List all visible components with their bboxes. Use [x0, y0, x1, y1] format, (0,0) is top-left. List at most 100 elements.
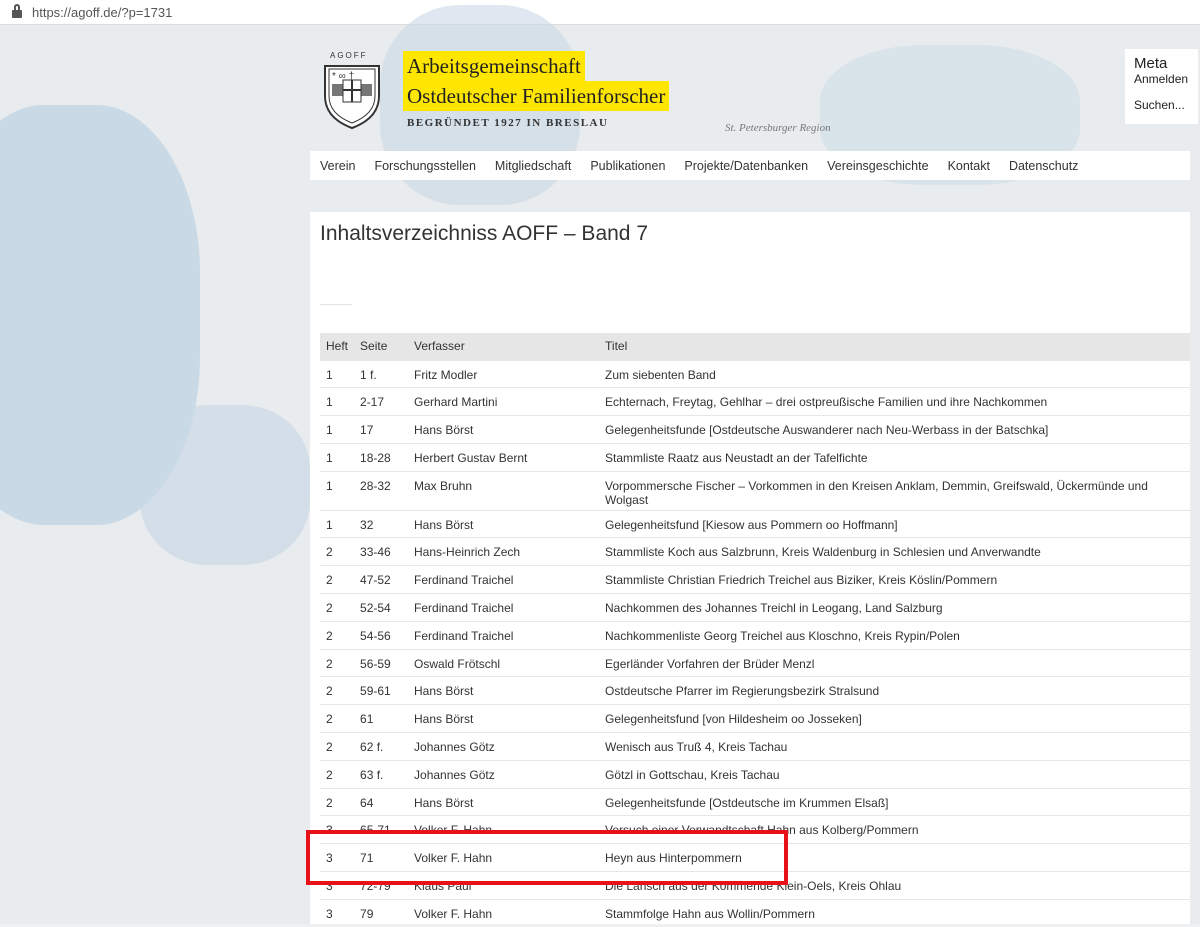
main-nav: Verein Forschungsstellen Mitgliedschaft …: [310, 151, 1190, 180]
cell-seite: 64: [354, 787, 409, 816]
cell-seite: 1 f.: [354, 359, 409, 388]
cell-verfasser: Hans Börst: [408, 676, 600, 705]
table-row: 2 63 f. Johannes Götz Götzl in Gottschau, K…: [320, 759, 1190, 789]
page-title: Inhaltsverzeichniss AOFF – Band 7: [320, 222, 648, 245]
table-row: 2 64 Hans Börst Gelegenheitsfunde [Ostdeuts…: [320, 787, 1190, 816]
address-bar[interactable]: https://agoff.de/?p=1731: [0, 0, 1200, 25]
highlight-box: [306, 830, 788, 885]
table-row: 2 33-46 Hans-Heinrich Zech Stammliste Koch …: [320, 537, 1190, 566]
nav-mitgliedschaft[interactable]: Mitgliedschaft: [494, 158, 572, 173]
col-verfasser: Verfasser: [408, 333, 600, 360]
table-row: 3 72-79 Klaus Paul Die Lansch aus der Komme…: [320, 871, 1190, 900]
region-label: St. Petersburger Region: [725, 122, 831, 134]
cell-titel: Vorpommersche Fischer – Vorkommen in den…: [599, 470, 1190, 511]
divider: [320, 304, 352, 305]
cell-seite: 71: [354, 843, 409, 872]
nav-datenschutz[interactable]: Datenschutz: [1008, 158, 1079, 173]
cell-titel: Wenisch aus Truß 4, Kreis Tachau: [599, 732, 1190, 761]
nav-vereinsgeschichte[interactable]: Vereinsgeschichte: [827, 158, 929, 173]
table-row: 3 79 Volker F. Hahn Stammfolge Hahn aus Wol…: [320, 898, 1190, 927]
table-row: 1 28-32 Max Bruhn Vorpommersche Fischer – V…: [320, 470, 1190, 511]
nav-kontakt[interactable]: Kontakt: [947, 158, 990, 173]
cell-heft: 1: [320, 442, 355, 472]
cell-heft: 3: [320, 871, 355, 900]
cell-verfasser: Fritz Modler: [408, 359, 600, 388]
cell-seite: 61: [354, 704, 409, 733]
cell-heft: 2: [320, 537, 355, 566]
cell-titel: Stammfolge Hahn aus Wollin/Pommern: [599, 898, 1190, 927]
cell-titel: Stammliste Koch aus Salzbrunn, Kreis Wal…: [599, 537, 1190, 566]
cell-verfasser: Ferdinand Traichel: [408, 593, 600, 622]
table-row: 2 62 f. Johannes Götz Wenisch aus Truß 4, K…: [320, 732, 1190, 761]
site-title-line1[interactable]: Arbeitsgemeinschaft: [403, 51, 585, 81]
cell-heft: 1: [320, 359, 355, 388]
cell-verfasser: Volker F. Hahn: [408, 898, 600, 927]
cell-titel: Götzl in Gottschau, Kreis Tachau: [599, 759, 1190, 789]
url-text[interactable]: https://agoff.de/?p=1731: [32, 4, 173, 20]
table-row: 2 56-59 Oswald Frötschl Egerländer Vorfahre…: [320, 648, 1190, 677]
cell-verfasser: Hans Börst: [408, 415, 600, 444]
cell-heft: 2: [320, 620, 355, 650]
cell-titel: Nachkommenliste Georg Treichel aus Klosc…: [599, 620, 1190, 650]
nav-forschungsstellen[interactable]: Forschungsstellen: [374, 158, 476, 173]
cell-seite: 79: [354, 898, 409, 927]
cell-titel: Nachkommen des Johannes Treichl in Leoga…: [599, 593, 1190, 622]
cell-titel: Gelegenheitsfund [von Hildesheim oo Joss…: [599, 704, 1190, 733]
cell-seite: 18-28: [354, 442, 409, 472]
search-link[interactable]: Suchen...: [1134, 98, 1185, 112]
col-titel: Titel: [599, 333, 1190, 360]
cell-heft: 2: [320, 732, 355, 761]
cell-seite: 33-46: [354, 537, 409, 566]
col-seite: Seite: [354, 333, 409, 360]
cell-verfasser: Volker F. Hahn: [408, 843, 600, 872]
cell-heft: 3: [320, 843, 355, 872]
table-row: 2 54-56 Ferdinand Traichel Nachkommenliste …: [320, 620, 1190, 650]
table-row: 1 18-28 Herbert Gustav Bernt Stammliste Raa…: [320, 442, 1190, 472]
cell-titel: Stammliste Christian Friedrich Treichel …: [599, 565, 1190, 594]
cell-heft: 2: [320, 704, 355, 733]
nav-verein[interactable]: Verein: [320, 158, 356, 173]
meta-title: Meta: [1134, 55, 1168, 72]
cell-titel: Egerländer Vorfahren der Brüder Menzl: [599, 648, 1190, 677]
cell-seite: 63 f.: [354, 759, 409, 789]
cell-seite: 32: [354, 509, 409, 538]
cell-heft: 1: [320, 509, 355, 538]
cell-seite: 56-59: [354, 648, 409, 677]
svg-text:* ∞ †: * ∞ †: [332, 71, 354, 82]
cell-verfasser: Johannes Götz: [408, 759, 600, 789]
nav-projekte[interactable]: Projekte/Datenbanken: [684, 158, 809, 173]
cell-verfasser: Hans Börst: [408, 704, 600, 733]
cell-heft: 3: [320, 898, 355, 927]
cell-heft: 2: [320, 676, 355, 705]
table-row: 3 71 Volker F. Hahn Heyn aus Hinterpommern: [320, 843, 1190, 872]
cell-titel: Ostdeutsche Pfarrer im Regierungsbezirk …: [599, 676, 1190, 705]
cell-verfasser: Hans Börst: [408, 787, 600, 816]
cell-verfasser: Ferdinand Traichel: [408, 565, 600, 594]
cell-titel: Gelegenheitsfunde [Ostdeutsche Auswander…: [599, 415, 1190, 444]
cell-seite: 47-52: [354, 565, 409, 594]
table-row: 2 47-52 Ferdinand Traichel Stammliste Chris…: [320, 565, 1190, 594]
cell-verfasser: Max Bruhn: [408, 470, 600, 511]
login-link[interactable]: Anmelden: [1134, 72, 1189, 86]
table-row: 1 32 Hans Börst Gelegenheitsfund [Kiesow au…: [320, 509, 1190, 538]
site-title-line2[interactable]: Ostdeutscher Familienforscher: [403, 81, 670, 111]
cell-verfasser: Oswald Frötschl: [408, 648, 600, 677]
col-heft: Heft: [320, 333, 355, 360]
nav-publikationen[interactable]: Publikationen: [590, 158, 666, 173]
cell-verfasser: Herbert Gustav Bernt: [408, 442, 600, 472]
cell-seite: 54-56: [354, 620, 409, 650]
cell-verfasser: Hans Börst: [408, 509, 600, 538]
cell-titel: Heyn aus Hinterpommern: [599, 843, 1190, 872]
cell-heft: 1: [320, 470, 355, 511]
cell-seite: 59-61: [354, 676, 409, 705]
content-area: Inhaltsverzeichniss AOFF – Band 7 Heft S…: [310, 212, 1190, 927]
cell-seite: 52-54: [354, 593, 409, 622]
logo-text: AGOFF: [330, 51, 368, 60]
cell-heft: 2: [320, 565, 355, 594]
agoff-crest-logo[interactable]: * ∞ †: [322, 52, 382, 130]
cell-seite: 17: [354, 415, 409, 444]
cell-heft: 2: [320, 648, 355, 677]
table-row: 2 59-61 Hans Börst Ostdeutsche Pfarrer im R…: [320, 676, 1190, 705]
